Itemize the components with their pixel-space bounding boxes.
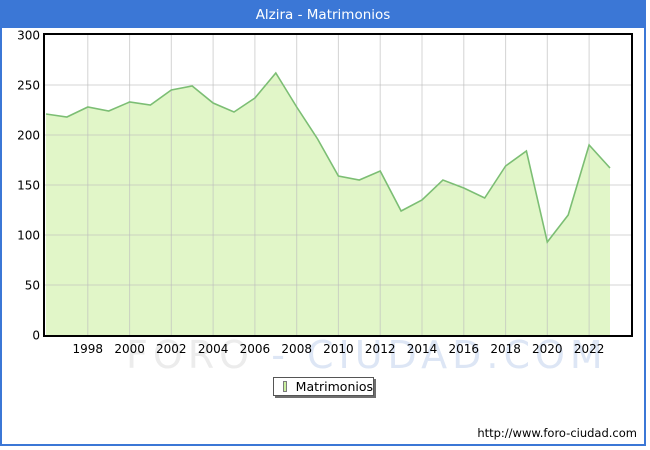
x-tick-label: 1998 [73,342,104,356]
title-bar: Alzira - Matrimonios [2,2,644,28]
x-tick-label: 2002 [156,342,187,356]
legend-label: Matrimonios [295,379,373,394]
x-tick-label: 2008 [281,342,312,356]
legend-box: Matrimonios [273,377,374,396]
watermark: FORO - CIUDAD.COM [126,336,608,374]
x-tick-label: 2018 [490,342,521,356]
data-line-matrimonios [45,71,611,244]
x-tick-label: 2004 [198,342,229,356]
watermark-left: FORO [126,333,255,377]
legend-swatch-icon [283,381,287,392]
x-tick-label: 2016 [449,342,480,356]
y-tick-label: 150 [17,179,40,193]
x-tick-label: 2014 [407,342,438,356]
x-tick-label: 2006 [240,342,271,356]
watermark-right: - CIUDAD.COM [271,333,608,377]
x-tick-label: 2000 [114,342,145,356]
y-tick-label: 250 [17,79,40,93]
area-fill [46,73,610,335]
y-tick-label: 200 [17,129,40,143]
footer-url: http://www.foro-ciudad.com [477,426,637,440]
x-tick-label: 2010 [323,342,354,356]
x-tick-label: 2012 [365,342,396,356]
x-tick-label: 2020 [532,342,563,356]
y-tick-label: 300 [17,29,40,43]
y-tick-label: 50 [25,279,40,293]
y-tick-label: 100 [17,229,40,243]
x-tick-label: 2022 [574,342,605,356]
y-tick-label: 0 [32,329,40,343]
plot-border [43,33,633,337]
page-title: Alzira - Matrimonios [255,7,391,23]
